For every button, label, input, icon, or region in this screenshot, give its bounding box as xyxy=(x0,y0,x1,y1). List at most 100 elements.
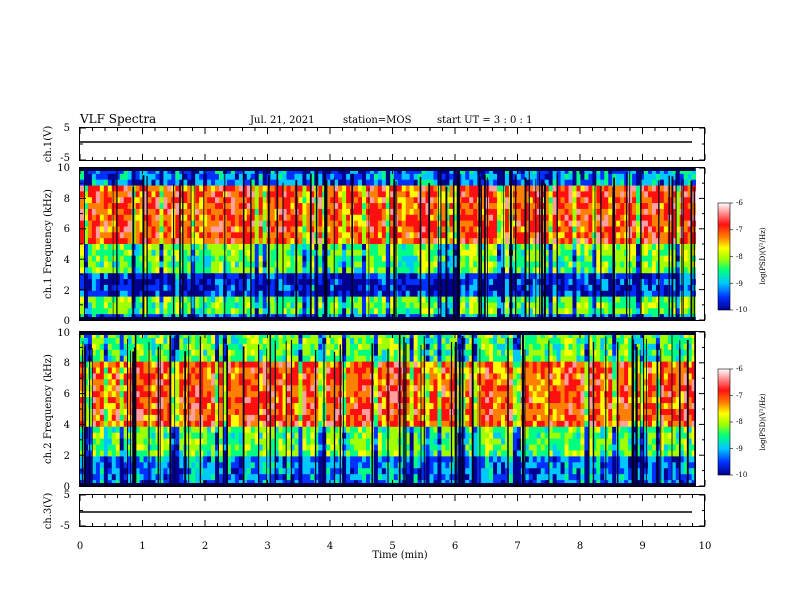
spectrogram-cell xyxy=(560,261,565,268)
spectrogram-cell xyxy=(651,173,657,181)
spectrogram-cell xyxy=(425,214,430,222)
spectrogram-cell xyxy=(103,249,109,257)
spectrogram-cell xyxy=(663,232,669,239)
spectrogram-cell xyxy=(187,444,192,451)
spectrogram-cell xyxy=(604,290,609,298)
spectrogram-cell xyxy=(338,279,343,286)
spectrogram-cell xyxy=(536,173,542,181)
spectrogram-cell xyxy=(123,203,129,210)
spectrogram-cell xyxy=(437,232,442,239)
spectrogram-cell xyxy=(159,249,164,257)
spectrogram-cell xyxy=(127,391,133,398)
spectrogram-cell xyxy=(179,203,184,210)
spectrogram-cell xyxy=(338,197,343,204)
spectrogram-cell xyxy=(127,474,133,481)
spectrogram-cell xyxy=(413,208,418,216)
spectrogram-cell xyxy=(211,361,216,368)
spectrogram-cell xyxy=(465,191,470,198)
spectrogram-cell xyxy=(532,191,538,198)
spectrogram-cell xyxy=(203,444,208,451)
spectrogram-cell xyxy=(175,373,180,380)
spectrogram-cell xyxy=(199,414,204,422)
spectrogram-cell xyxy=(258,173,264,181)
spectrogram-cell xyxy=(441,296,446,303)
spectrogram-cell xyxy=(298,179,303,186)
spectrogram-cell xyxy=(469,191,474,198)
spectrogram-cell xyxy=(155,179,160,186)
spectrogram-cell xyxy=(326,226,331,233)
spectrogram-cell xyxy=(103,450,109,457)
spectrogram-cell xyxy=(600,226,605,233)
spectrogram-cell xyxy=(219,203,224,210)
spectrogram-cell xyxy=(544,302,550,309)
spectrogram-cell xyxy=(95,290,101,298)
spectrogram-cell xyxy=(620,203,625,210)
spectrogram-cell xyxy=(389,185,395,192)
spectrogram-cell xyxy=(346,168,351,175)
spectrogram-cell xyxy=(536,255,542,262)
spectrogram-cell xyxy=(302,267,307,274)
spectrogram-cell xyxy=(346,179,351,186)
spectrogram-cell xyxy=(413,290,418,298)
spectrogram-cell xyxy=(532,279,538,286)
spectrogram-cell xyxy=(91,238,97,245)
spectrogram-cell xyxy=(151,232,156,239)
spectrogram-cell xyxy=(159,337,164,345)
spectrogram-cell xyxy=(330,296,335,303)
spectrogram-cell xyxy=(469,173,474,181)
spectrogram-cell xyxy=(302,273,307,280)
spectrogram-cell xyxy=(254,296,260,303)
spectrogram-cell xyxy=(405,208,411,216)
spectrogram-cell xyxy=(107,173,113,181)
spectrogram-cell xyxy=(365,279,371,286)
spectrogram-cell xyxy=(465,290,470,298)
spectrogram-cell xyxy=(242,244,248,251)
spectrogram-cell xyxy=(147,379,152,386)
spectrogram-cell xyxy=(238,208,244,216)
spectrogram-cell xyxy=(135,273,140,280)
spectrogram-cell xyxy=(536,308,542,315)
spectrogram-cell xyxy=(119,450,125,457)
spectrogram-cell xyxy=(489,261,494,268)
spectrogram-cell xyxy=(497,273,502,280)
spectrogram-cell xyxy=(584,279,589,286)
spectrogram-cell xyxy=(262,232,268,239)
spectrogram-cell xyxy=(103,308,109,315)
spectrogram-cell xyxy=(302,203,307,210)
spectrogram-cell xyxy=(175,420,180,428)
spectrogram-cell xyxy=(159,191,164,198)
spectrogram-cell xyxy=(647,255,653,262)
spectrogram-cell xyxy=(270,232,276,239)
spectrogram-cell xyxy=(278,191,283,198)
spectrogram-cell xyxy=(489,296,494,303)
spectrogram-cell xyxy=(556,255,561,262)
spectrogram-cell xyxy=(338,173,343,181)
spectrogram-cell xyxy=(675,173,681,181)
spectrogram-cell xyxy=(95,261,101,268)
spectrogram-cell xyxy=(278,308,283,315)
spectrogram-cell xyxy=(107,290,113,298)
spectrogram-cell xyxy=(675,232,681,239)
spectrogram-cell xyxy=(449,185,454,192)
spectrogram-cell xyxy=(516,208,522,216)
spectrogram-cell xyxy=(409,249,415,257)
spectrogram-cell xyxy=(191,214,196,222)
spectrogram-cell xyxy=(489,191,494,198)
spectrogram-cell xyxy=(461,226,466,233)
spectrogram-cell xyxy=(651,220,657,227)
spectrogram-cell xyxy=(203,373,208,380)
spectrogram-cell xyxy=(675,284,681,292)
spectrogram-cell xyxy=(596,168,601,175)
spectrogram-cell xyxy=(139,249,144,257)
spectrogram-cell xyxy=(504,232,510,239)
spectrogram-cell xyxy=(608,261,613,268)
spectrogram-cell xyxy=(143,279,148,286)
spectrogram-cell xyxy=(306,249,311,257)
spectrogram-cell xyxy=(83,168,89,175)
spectrogram-cell xyxy=(552,296,558,303)
spectrogram-cell xyxy=(377,203,383,210)
spectrogram-cell xyxy=(87,238,93,245)
spectrogram-cell xyxy=(151,173,156,181)
spectrogram-cell xyxy=(576,226,581,233)
spectrogram-cell xyxy=(552,249,558,257)
